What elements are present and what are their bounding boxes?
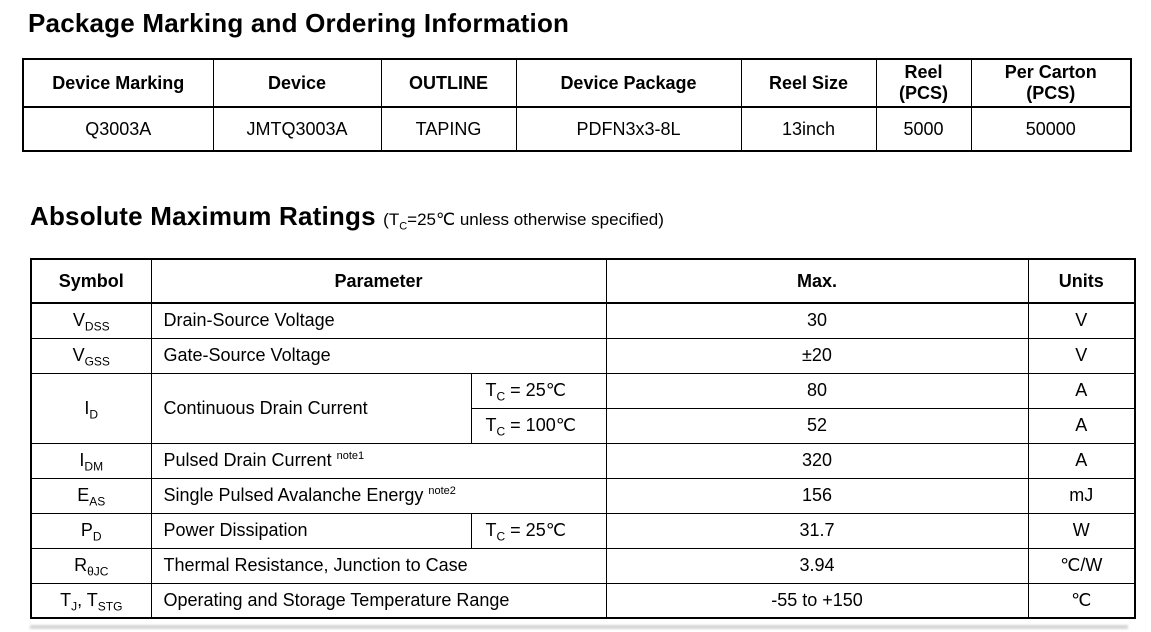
header-parameter: Parameter [150, 258, 607, 304]
cell-reel-pcs: 5000 [875, 106, 972, 152]
table-row-vgss: VGSS Gate-Source Voltage ±20 V [30, 337, 1136, 374]
abs-max-ratings-table: Symbol Parameter Max. Units VDSS Drain-S… [30, 258, 1136, 619]
units-cell: mJ [1027, 477, 1136, 514]
ratings-title-text: Absolute Maximum Ratings [30, 201, 376, 231]
cell-outline: TAPING [380, 106, 517, 152]
symbol-cell: IDM [30, 442, 152, 479]
table-row-pd: PD Power Dissipation TC = 25℃ 31.7 W [30, 512, 1136, 549]
header-max: Max. [605, 258, 1029, 304]
max-cell: 30 [605, 302, 1029, 339]
ratings-subtitle: (TC=25℃ unless otherwise specified) [383, 210, 664, 233]
table-row-vdss: VDSS Drain-Source Voltage 30 V [30, 302, 1136, 339]
symbol-cell: EAS [30, 477, 152, 514]
condition-cell: TC = 25℃ [470, 372, 607, 409]
symbol-cell: RθJC [30, 547, 152, 584]
parameter-cell: Single Pulsed Avalanche Energy note2 [150, 477, 607, 514]
max-cell: ±20 [605, 337, 1029, 374]
ordering-section-title: Package Marking and Ordering Information [28, 8, 570, 38]
cell-device-package: PDFN3x3-8L [515, 106, 742, 152]
max-cell: 3.94 [605, 547, 1029, 584]
parameter-cell: Thermal Resistance, Junction to Case [150, 547, 607, 584]
cell-per-carton-pcs: 50000 [970, 106, 1132, 152]
header-device-package: Device Package [515, 58, 742, 108]
max-cell: 80 [605, 372, 1029, 409]
condition-cell: TC = 100℃ [470, 407, 607, 444]
parameter-cell: Operating and Storage Temperature Range [150, 582, 607, 619]
ordering-header-row: Device Marking Device OUTLINE Device Pac… [22, 58, 1132, 108]
parameter-cell: Pulsed Drain Current note1 [150, 442, 607, 479]
table-row-id-25c: ID Continuous Drain Current TC = 25℃ 80 … [30, 372, 1136, 444]
symbol-cell: VGSS [30, 337, 152, 374]
parameter-cell: Power Dissipation [150, 512, 472, 549]
condition-cell: TC = 25℃ [470, 512, 607, 549]
header-device-marking: Device Marking [22, 58, 214, 108]
table-row-idm: IDM Pulsed Drain Current note1 320 A [30, 442, 1136, 479]
units-cell: V [1027, 302, 1136, 339]
cell-device: JMTQ3003A [212, 106, 382, 152]
max-cell: 156 [605, 477, 1029, 514]
symbol-cell: ID [30, 372, 152, 444]
note-superscript: note2 [428, 485, 456, 497]
max-cell: -55 to +150 [605, 582, 1029, 619]
units-cell: A [1027, 407, 1136, 444]
ratings-section-title: Absolute Maximum Ratings (TC=25℃ unless … [30, 201, 664, 232]
units-cell: V [1027, 337, 1136, 374]
header-reel-size: Reel Size [740, 58, 877, 108]
max-cell: 320 [605, 442, 1029, 479]
header-device: Device [212, 58, 382, 108]
header-reel-pcs: Reel (PCS) [875, 58, 972, 108]
symbol-cell: VDSS [30, 302, 152, 339]
table-row-rthjc: RθJC Thermal Resistance, Junction to Cas… [30, 547, 1136, 584]
units-cell: ℃/W [1027, 547, 1136, 584]
max-cell: 52 [605, 407, 1029, 444]
header-units: Units [1027, 258, 1136, 304]
header-outline: OUTLINE [380, 58, 517, 108]
cell-reel-size: 13inch [740, 106, 877, 152]
ratings-header-row: Symbol Parameter Max. Units [30, 258, 1136, 304]
symbol-cell: PD [30, 512, 152, 549]
max-cell: 31.7 [605, 512, 1029, 549]
ordering-table: Device Marking Device OUTLINE Device Pac… [22, 58, 1132, 152]
units-cell: A [1027, 442, 1136, 479]
table-row-eas: EAS Single Pulsed Avalanche Energy note2… [30, 477, 1136, 514]
header-per-carton-pcs: Per Carton (PCS) [970, 58, 1132, 108]
units-cell: ℃ [1027, 582, 1136, 619]
parameter-cell: Continuous Drain Current [150, 372, 472, 444]
header-symbol: Symbol [30, 258, 152, 304]
note-superscript: note1 [336, 450, 365, 462]
ordering-data-row: Q3003A JMTQ3003A TAPING PDFN3x3-8L 13inc… [22, 106, 1132, 152]
symbol-cell: TJ, TSTG [30, 582, 152, 619]
table-row-tj-tstg: TJ, TSTG Operating and Storage Temperatu… [30, 582, 1136, 619]
footer-rule [30, 625, 1128, 629]
units-cell: A [1027, 372, 1136, 409]
parameter-cell: Drain-Source Voltage [150, 302, 607, 339]
units-cell: W [1027, 512, 1136, 549]
parameter-cell: Gate-Source Voltage [150, 337, 607, 374]
cell-device-marking: Q3003A [22, 106, 214, 152]
